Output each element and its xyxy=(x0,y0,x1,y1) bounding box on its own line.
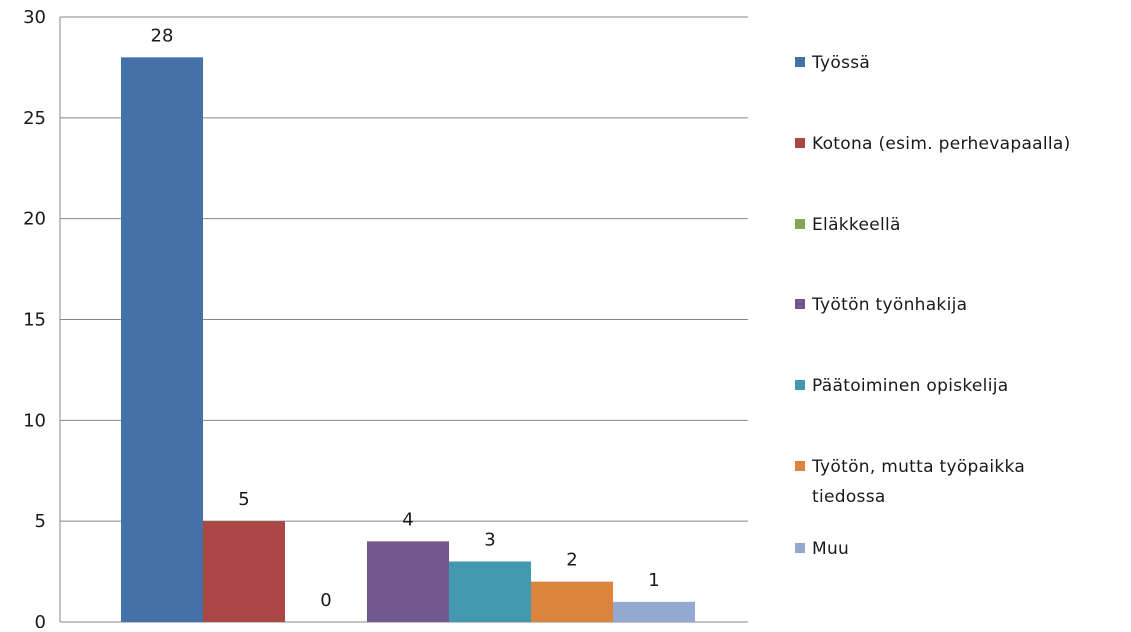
legend-swatch-series-2 xyxy=(795,138,805,148)
legend-label-series-6-line-2: tiedossa xyxy=(812,487,886,507)
data-label-series-5: 3 xyxy=(484,530,495,551)
legend-swatch-series-6 xyxy=(795,461,805,471)
data-labels: 28 5 0 4 3 2 1 xyxy=(151,25,660,611)
bar-series-5 xyxy=(449,561,531,622)
bar-series-2 xyxy=(203,521,285,622)
bar-series-7 xyxy=(613,601,695,622)
y-tick-label-25: 25 xyxy=(23,108,46,129)
bar-series-1 xyxy=(121,57,203,623)
legend-swatch-series-7 xyxy=(795,543,805,553)
bar-series-4 xyxy=(367,541,449,622)
legend-label-series-4: Työtön työnhakija xyxy=(811,295,967,315)
legend-label-series-3: Eläkkeellä xyxy=(812,215,901,235)
legend-item-series-5: Päätoiminen opiskelija xyxy=(795,376,1008,396)
legend-label-series-7: Muu xyxy=(812,539,849,559)
y-tick-label-10: 10 xyxy=(23,410,46,431)
legend-swatch-series-1 xyxy=(795,57,805,67)
y-tick-label-20: 20 xyxy=(23,209,46,230)
data-label-series-1: 28 xyxy=(151,25,174,46)
legend-item-series-6: Työtön, mutta työpaikka tiedossa xyxy=(795,457,1025,507)
legend-label-series-1: Työssä xyxy=(811,53,870,73)
legend-swatch-series-5 xyxy=(795,380,805,390)
data-label-series-2: 5 xyxy=(238,489,249,510)
legend-item-series-4: Työtön työnhakija xyxy=(795,295,967,315)
legend-label-series-2: Kotona (esim. perhevapaalla) xyxy=(812,134,1071,154)
legend-item-series-3: Eläkkeellä xyxy=(795,215,901,235)
legend: Työssä Kotona (esim. perhevapaalla) Eläkke… xyxy=(795,53,1071,559)
y-axis-ticks: 0 5 10 15 20 25 30 xyxy=(23,7,46,632)
y-tick-label-30: 30 xyxy=(23,7,46,28)
legend-item-series-1: Työssä xyxy=(795,53,870,73)
legend-item-series-7: Muu xyxy=(795,539,849,559)
data-label-series-6: 2 xyxy=(566,550,577,571)
y-tick-label-0: 0 xyxy=(35,612,46,628)
legend-label-series-6-line-1: Työtön, mutta työpaikka xyxy=(811,457,1025,477)
data-label-series-7: 1 xyxy=(648,570,659,591)
legend-swatch-series-3 xyxy=(795,219,805,229)
legend-swatch-series-4 xyxy=(795,299,805,309)
bar-series-6 xyxy=(531,581,613,622)
legend-label-series-5: Päätoiminen opiskelija xyxy=(812,376,1008,396)
legend-item-series-2: Kotona (esim. perhevapaalla) xyxy=(795,134,1071,154)
data-label-series-4: 4 xyxy=(402,509,413,530)
data-label-series-3: 0 xyxy=(320,590,331,611)
y-tick-label-15: 15 xyxy=(23,310,46,331)
y-tick-label-5: 5 xyxy=(35,511,46,532)
bars xyxy=(121,57,695,623)
